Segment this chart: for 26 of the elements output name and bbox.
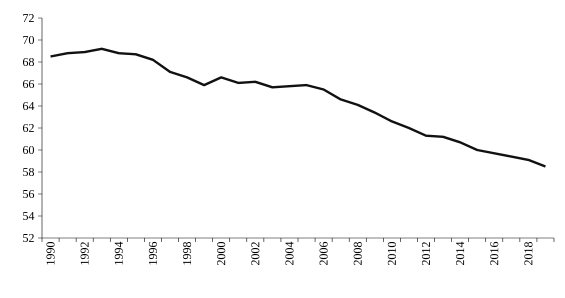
x-tick-label: 2002 — [251, 242, 260, 265]
x-tick-label: 2010 — [388, 242, 396, 265]
x-tick-label: 2006 — [320, 242, 328, 265]
y-tick-label: 62 — [22, 124, 34, 132]
y-tick-label: 64 — [22, 102, 34, 110]
x-tick-label: 1996 — [148, 242, 157, 264]
x-tick-label: 1998 — [183, 242, 192, 264]
x-tick-label: 2012 — [422, 242, 430, 265]
y-tick-label: 56 — [23, 190, 34, 198]
x-tick-label: 2018 — [524, 242, 532, 265]
y-tick-label: 72 — [23, 14, 34, 22]
x-tick-label: 2008 — [354, 242, 362, 265]
y-tick-label: 52 — [23, 234, 34, 242]
x-tick-label: 1994 — [114, 242, 123, 264]
x-tick-label: 2016 — [490, 242, 498, 265]
y-tick-label: 54 — [23, 212, 34, 220]
y-tick-label: 60 — [22, 146, 34, 154]
x-tick-label: 1992 — [80, 242, 89, 264]
x-tick-label: 1990 — [46, 242, 55, 264]
x-tick-label: 2000 — [217, 242, 226, 265]
y-tick-label: 66 — [22, 80, 34, 88]
y-tick-label: 68 — [22, 58, 34, 66]
y-tick-label: 70 — [23, 36, 34, 44]
y-tick-label: 58 — [23, 168, 34, 176]
x-tick-label: 2004 — [285, 242, 294, 265]
x-tick-label: 2014 — [456, 242, 464, 265]
